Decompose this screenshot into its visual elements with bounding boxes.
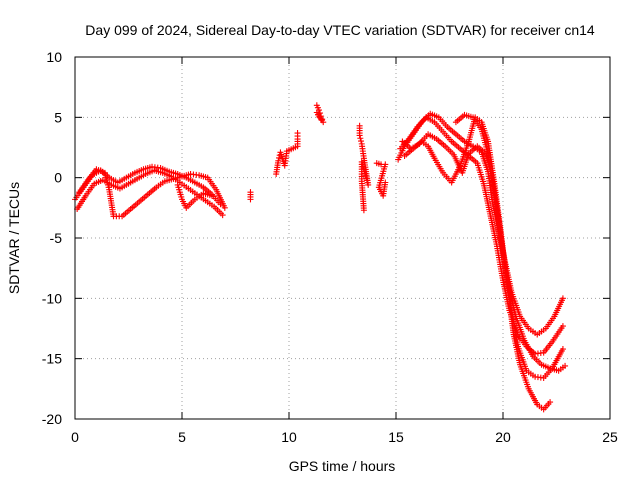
x-axis-label: GPS time / hours [289,458,396,474]
series-sat-m [452,111,569,374]
data-point [247,196,254,203]
y-tick-label: -20 [42,411,62,427]
series-sat-h [373,160,389,199]
series-sat-l [401,114,554,413]
data-point [562,362,569,369]
x-tick-label: 5 [178,429,186,445]
series-sat-g [356,122,372,214]
data-point [547,399,554,406]
data-point [559,323,566,330]
y-tick-label: 0 [54,170,62,186]
x-tick-label: 25 [602,429,618,445]
x-tick-label: 0 [71,429,79,445]
axis-ticks: 0 5 10 15 20 25 10 5 0 -5 -10 -15 -20 [42,49,618,445]
chart-title: Day 099 of 2024, Sidereal Day-to-day VTE… [85,22,595,38]
data-point [276,154,283,161]
data-point [559,295,566,302]
series-sat-e [247,130,301,203]
y-tick-label: -5 [50,230,63,246]
data-point [318,116,325,123]
y-tick-label: -10 [42,290,62,306]
data-point [219,212,226,219]
y-tick-label: 5 [54,109,62,125]
y-axis-label: SDTVAR / TECUs [6,182,22,294]
data-point [356,132,363,139]
x-tick-label: 10 [281,429,297,445]
data-point [358,138,365,145]
x-tick-label: 15 [388,429,404,445]
data-points [72,102,569,413]
series-sat-f [313,102,327,126]
data-point [559,346,566,353]
data-point [221,204,228,211]
data-point [294,130,301,137]
y-tick-label: 10 [46,49,62,65]
data-point [208,192,215,199]
x-tick-label: 20 [495,429,511,445]
series-sat-c [76,166,228,220]
y-tick-label: -15 [42,351,62,367]
data-point [382,179,389,186]
data-point [357,135,364,142]
data-point [360,207,367,214]
series-sat-d [174,181,215,211]
